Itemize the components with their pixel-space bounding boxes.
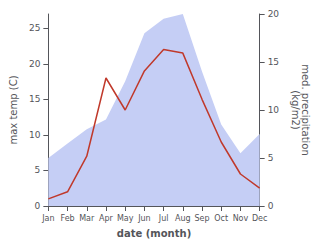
svg-text:15: 15 — [268, 57, 279, 67]
svg-text:5: 5 — [35, 165, 41, 175]
svg-text:10: 10 — [29, 130, 41, 140]
svg-text:Apr: Apr — [99, 214, 114, 223]
svg-text:0: 0 — [268, 201, 274, 211]
svg-text:Jul: Jul — [158, 214, 169, 223]
svg-text:date (month): date (month) — [117, 228, 191, 239]
svg-text:Dec: Dec — [252, 214, 267, 223]
svg-text:0: 0 — [35, 201, 41, 211]
svg-text:May: May — [117, 214, 134, 223]
svg-text:Mar: Mar — [79, 214, 95, 223]
svg-text:25: 25 — [29, 23, 40, 33]
svg-text:10: 10 — [268, 105, 280, 115]
svg-text:Feb: Feb — [60, 214, 74, 223]
svg-text:5: 5 — [268, 153, 274, 163]
svg-text:20: 20 — [29, 59, 41, 69]
svg-text:Nov: Nov — [233, 214, 249, 223]
svg-text:Aug: Aug — [175, 214, 191, 223]
svg-text:(kg/m2): (kg/m2) — [290, 90, 301, 130]
svg-text:med. precipitation: med. precipitation — [299, 64, 311, 156]
svg-text:20: 20 — [268, 9, 280, 19]
svg-text:Sep: Sep — [194, 214, 209, 223]
svg-text:max temp (C): max temp (C) — [8, 75, 19, 144]
svg-text:15: 15 — [29, 94, 40, 104]
svg-text:Jun: Jun — [137, 214, 151, 223]
svg-text:Oct: Oct — [214, 214, 228, 223]
svg-text:Jan: Jan — [41, 214, 54, 223]
